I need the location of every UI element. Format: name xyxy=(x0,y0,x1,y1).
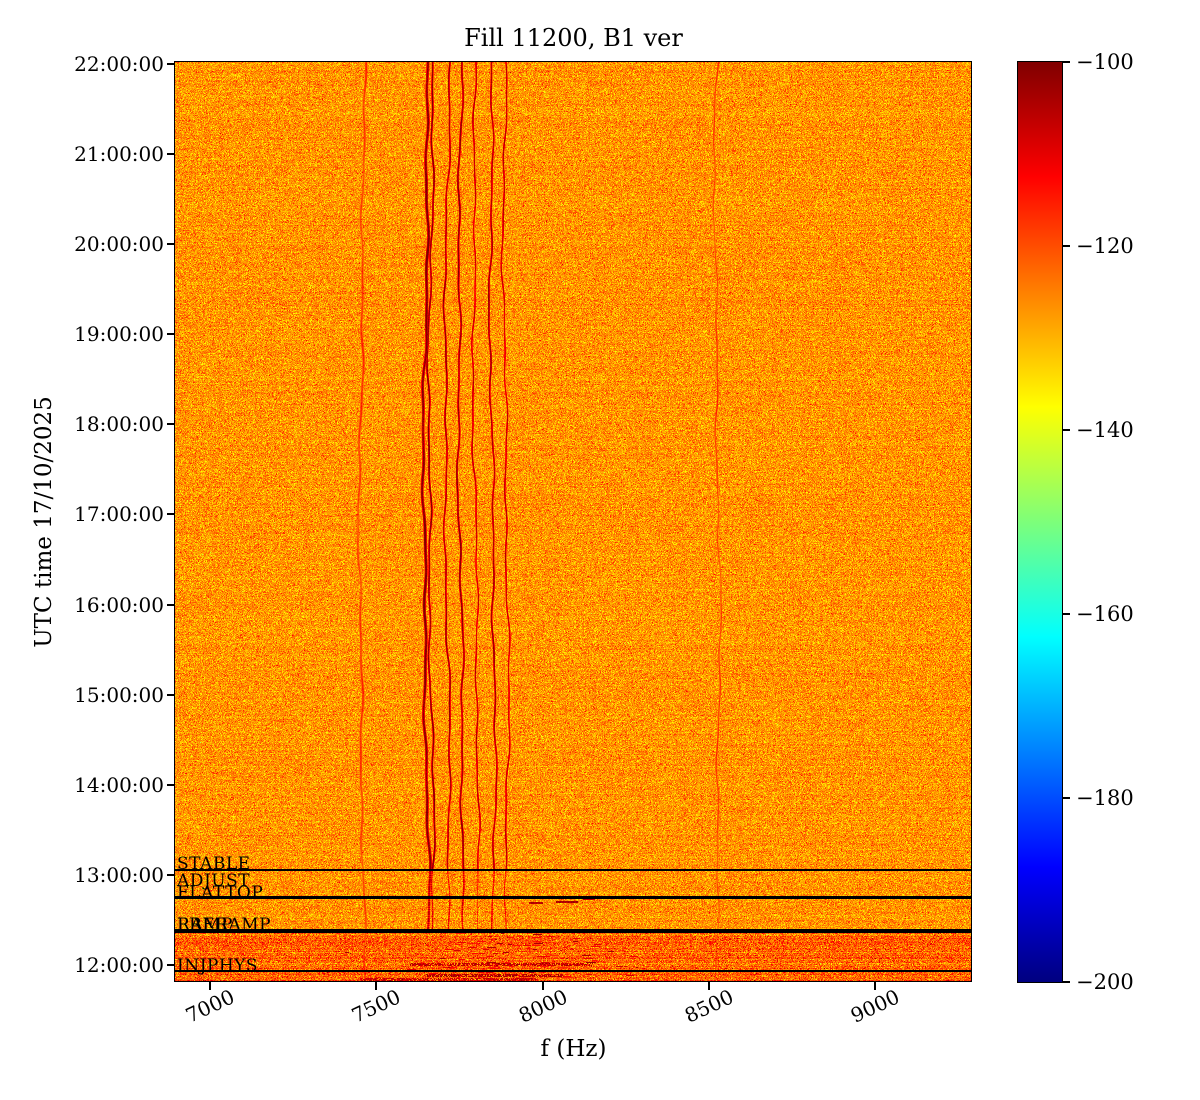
colorbar-tick-label: −120 xyxy=(1076,234,1134,258)
beam-mode-label: ADJUST xyxy=(177,870,251,891)
y-tick-mark xyxy=(167,513,175,516)
y-tick-mark xyxy=(167,603,175,606)
colorbar-tick-label: −140 xyxy=(1076,418,1134,442)
y-tick-label: 17:00:00 xyxy=(74,502,164,527)
y-tick-mark xyxy=(167,62,175,65)
y-tick-label: 19:00:00 xyxy=(74,322,164,347)
colorbar-tick-label: −180 xyxy=(1076,786,1134,810)
colorbar-tick-mark xyxy=(1062,613,1070,615)
y-tick-label: 14:00:00 xyxy=(74,773,164,798)
y-tick-label: 15:00:00 xyxy=(74,682,164,707)
y-tick-label: 22:00:00 xyxy=(74,51,164,76)
colorbar-tick-mark xyxy=(1062,61,1070,63)
x-tick-mark xyxy=(208,982,211,990)
y-tick-mark xyxy=(167,693,175,696)
x-tick-mark xyxy=(708,982,711,990)
colorbar-tick-mark xyxy=(1062,981,1070,983)
y-tick-mark xyxy=(167,333,175,336)
beam-mode-label: PRERAMP xyxy=(177,914,272,935)
beam-mode-label: FLATTOP xyxy=(177,883,264,904)
x-tick-mark xyxy=(541,982,544,990)
spectrogram-canvas xyxy=(175,62,972,982)
y-tick-mark xyxy=(167,423,175,426)
colorbar-tick-label: −100 xyxy=(1076,50,1134,74)
y-tick-mark xyxy=(167,784,175,787)
colorbar-tick-mark xyxy=(1062,797,1070,799)
y-tick-mark xyxy=(167,874,175,877)
beam-mode-label: STABLE xyxy=(177,853,251,874)
chart-title: Fill 11200, B1 ver xyxy=(464,24,683,52)
colorbar-tick-mark xyxy=(1062,245,1070,247)
y-tick-label: 18:00:00 xyxy=(74,412,164,437)
colorbar-tick-label: −200 xyxy=(1076,970,1134,994)
y-tick-label: 13:00:00 xyxy=(74,863,164,888)
y-tick-mark xyxy=(167,242,175,245)
beam-mode-label: RAMP xyxy=(177,914,233,935)
y-tick-label: 20:00:00 xyxy=(74,231,164,256)
colorbar-gradient xyxy=(1018,62,1062,982)
x-axis-label: f (Hz) xyxy=(540,1036,607,1062)
y-tick-label: 16:00:00 xyxy=(74,592,164,617)
y-tick-mark xyxy=(167,964,175,967)
beam-mode-label: INJPHYS xyxy=(177,955,259,976)
y-tick-label: 12:00:00 xyxy=(74,953,164,978)
y-tick-mark xyxy=(167,152,175,155)
y-tick-label: 21:00:00 xyxy=(74,141,164,166)
x-tick-mark xyxy=(375,982,378,990)
colorbar-tick-label: −160 xyxy=(1076,602,1134,626)
x-tick-mark xyxy=(874,982,877,990)
colorbar-tick-mark xyxy=(1062,429,1070,431)
